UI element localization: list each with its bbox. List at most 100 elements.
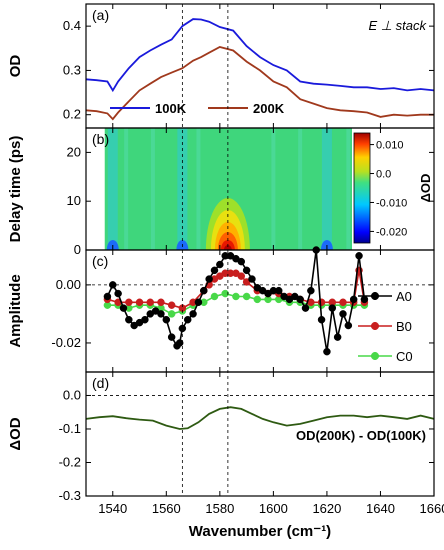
colorbar-tick-label: -0.020	[376, 226, 407, 238]
x-axis-label: Wavenumber (cm⁻¹)	[189, 523, 331, 540]
legend-label: C0	[396, 349, 413, 364]
y-tick-label: -0.1	[59, 421, 81, 436]
data-point	[216, 260, 224, 269]
heatmap-negative-band	[321, 128, 332, 250]
data-point	[167, 310, 176, 318]
y-axis-label: ΔOD	[7, 417, 24, 450]
data-point	[333, 333, 342, 341]
data-point	[301, 304, 310, 312]
panel-label: (d)	[92, 375, 109, 391]
panel-label: (c)	[92, 253, 108, 269]
series-line-A0	[106, 249, 366, 352]
heatmap-positive-contour	[223, 245, 232, 250]
legend-marker	[370, 291, 380, 301]
y-tick-label: 0.2	[63, 107, 81, 122]
heatmap-stripe	[298, 128, 303, 250]
x-axis: 1540 1560 1580 1600 1620 1640 1660 Wavenumber (…	[98, 4, 444, 540]
data-point	[157, 310, 165, 318]
legend-marker	[370, 321, 380, 331]
heatmap-negative-band	[107, 128, 118, 250]
x-tick-label: 1640	[366, 501, 395, 516]
data-point	[119, 304, 128, 312]
heatmap-negative-band	[177, 128, 188, 250]
data-point	[194, 298, 203, 307]
heatmap-stripe	[150, 128, 155, 250]
data-point	[360, 295, 369, 304]
data-point	[205, 275, 213, 283]
data-point	[232, 292, 240, 301]
y-tick-label: -0.3	[59, 488, 81, 503]
data-point	[323, 347, 331, 356]
data-point	[146, 298, 154, 307]
data-point	[221, 289, 229, 298]
data-point	[135, 298, 144, 307]
data-point	[200, 286, 208, 295]
difference-line	[85, 406, 435, 430]
data-point	[339, 298, 347, 307]
data-point	[210, 266, 219, 275]
y-tick-label: -0.2	[59, 454, 81, 469]
data-point	[175, 339, 184, 347]
data-point	[125, 315, 133, 324]
data-point	[183, 315, 192, 324]
panel-b: 0 10 20 Delay time (ps) (b) 0.010 0.0 -0.010 -0.…	[7, 128, 434, 257]
data-point	[162, 315, 171, 324]
y-tick-label: -0.02	[51, 335, 81, 350]
y-axis-label: Amplitude	[7, 274, 24, 347]
data-point	[344, 321, 353, 330]
data-point	[317, 315, 326, 324]
heatmap-stripe	[124, 128, 129, 250]
y-tick-label: 0.4	[63, 18, 81, 33]
colorbar-label: ΔOD	[418, 174, 433, 203]
data-point	[167, 301, 176, 309]
y-tick-label: 20	[67, 144, 81, 159]
data-point	[189, 310, 197, 318]
panel-a: 0.2 0.3 0.4 OD (a) E ⊥ stack 100K 200K	[7, 7, 435, 122]
colorbar	[353, 132, 371, 244]
legend-label: 200K	[253, 101, 285, 116]
series-B0	[103, 266, 369, 312]
data-point	[296, 295, 304, 304]
data-point	[274, 286, 283, 295]
x-tick-label: 1600	[259, 501, 288, 516]
panel-frame	[85, 249, 435, 373]
series-line-100K	[85, 18, 435, 93]
colorbar-tick-label: -0.010	[376, 197, 407, 209]
panel-d: 0.0 -0.1 -0.2 -0.3 ΔOD (d) OD(200K) - OD(100K)	[7, 375, 435, 503]
legend-label: B0	[396, 319, 412, 334]
heatmap-stripe	[196, 128, 201, 250]
data-point	[109, 281, 117, 289]
heatmap-stripe	[346, 128, 351, 250]
panel-c: 0.00 -0.02 Amplitude (c) A0 B0 C0	[7, 246, 434, 364]
x-tick-label: 1560	[152, 501, 181, 516]
data-point	[307, 286, 315, 295]
legend-marker	[370, 351, 380, 361]
x-tick-label: 1580	[205, 501, 234, 516]
axes-frames	[85, 3, 435, 497]
series-A0	[103, 246, 369, 356]
colorbar-tick-label: 0.010	[376, 140, 404, 152]
data-point	[157, 298, 165, 307]
data-point	[328, 304, 337, 312]
y-tick-label: 0.0	[63, 387, 81, 402]
legend-label: A0	[396, 289, 412, 304]
heatmap-area	[104, 128, 352, 250]
y-axis-label: OD	[7, 55, 24, 78]
data-point	[114, 289, 122, 298]
panel-label: (a)	[92, 7, 109, 23]
annotation-text: E ⊥ stack	[368, 18, 427, 33]
x-tick-label: 1540	[98, 501, 127, 516]
colorbar-tick-label: 0.0	[376, 169, 391, 181]
x-tick-label: 1660	[420, 501, 444, 516]
data-point	[141, 315, 149, 324]
data-point	[248, 275, 256, 283]
y-axis-label: Delay time (ps)	[7, 136, 24, 243]
data-point	[242, 266, 251, 275]
heatmap-stripe	[271, 128, 276, 250]
data-point	[349, 295, 358, 304]
series-line-200K	[85, 46, 434, 121]
x-tick-label: 1620	[312, 501, 341, 516]
data-point	[339, 310, 347, 318]
series-C0	[103, 289, 369, 318]
